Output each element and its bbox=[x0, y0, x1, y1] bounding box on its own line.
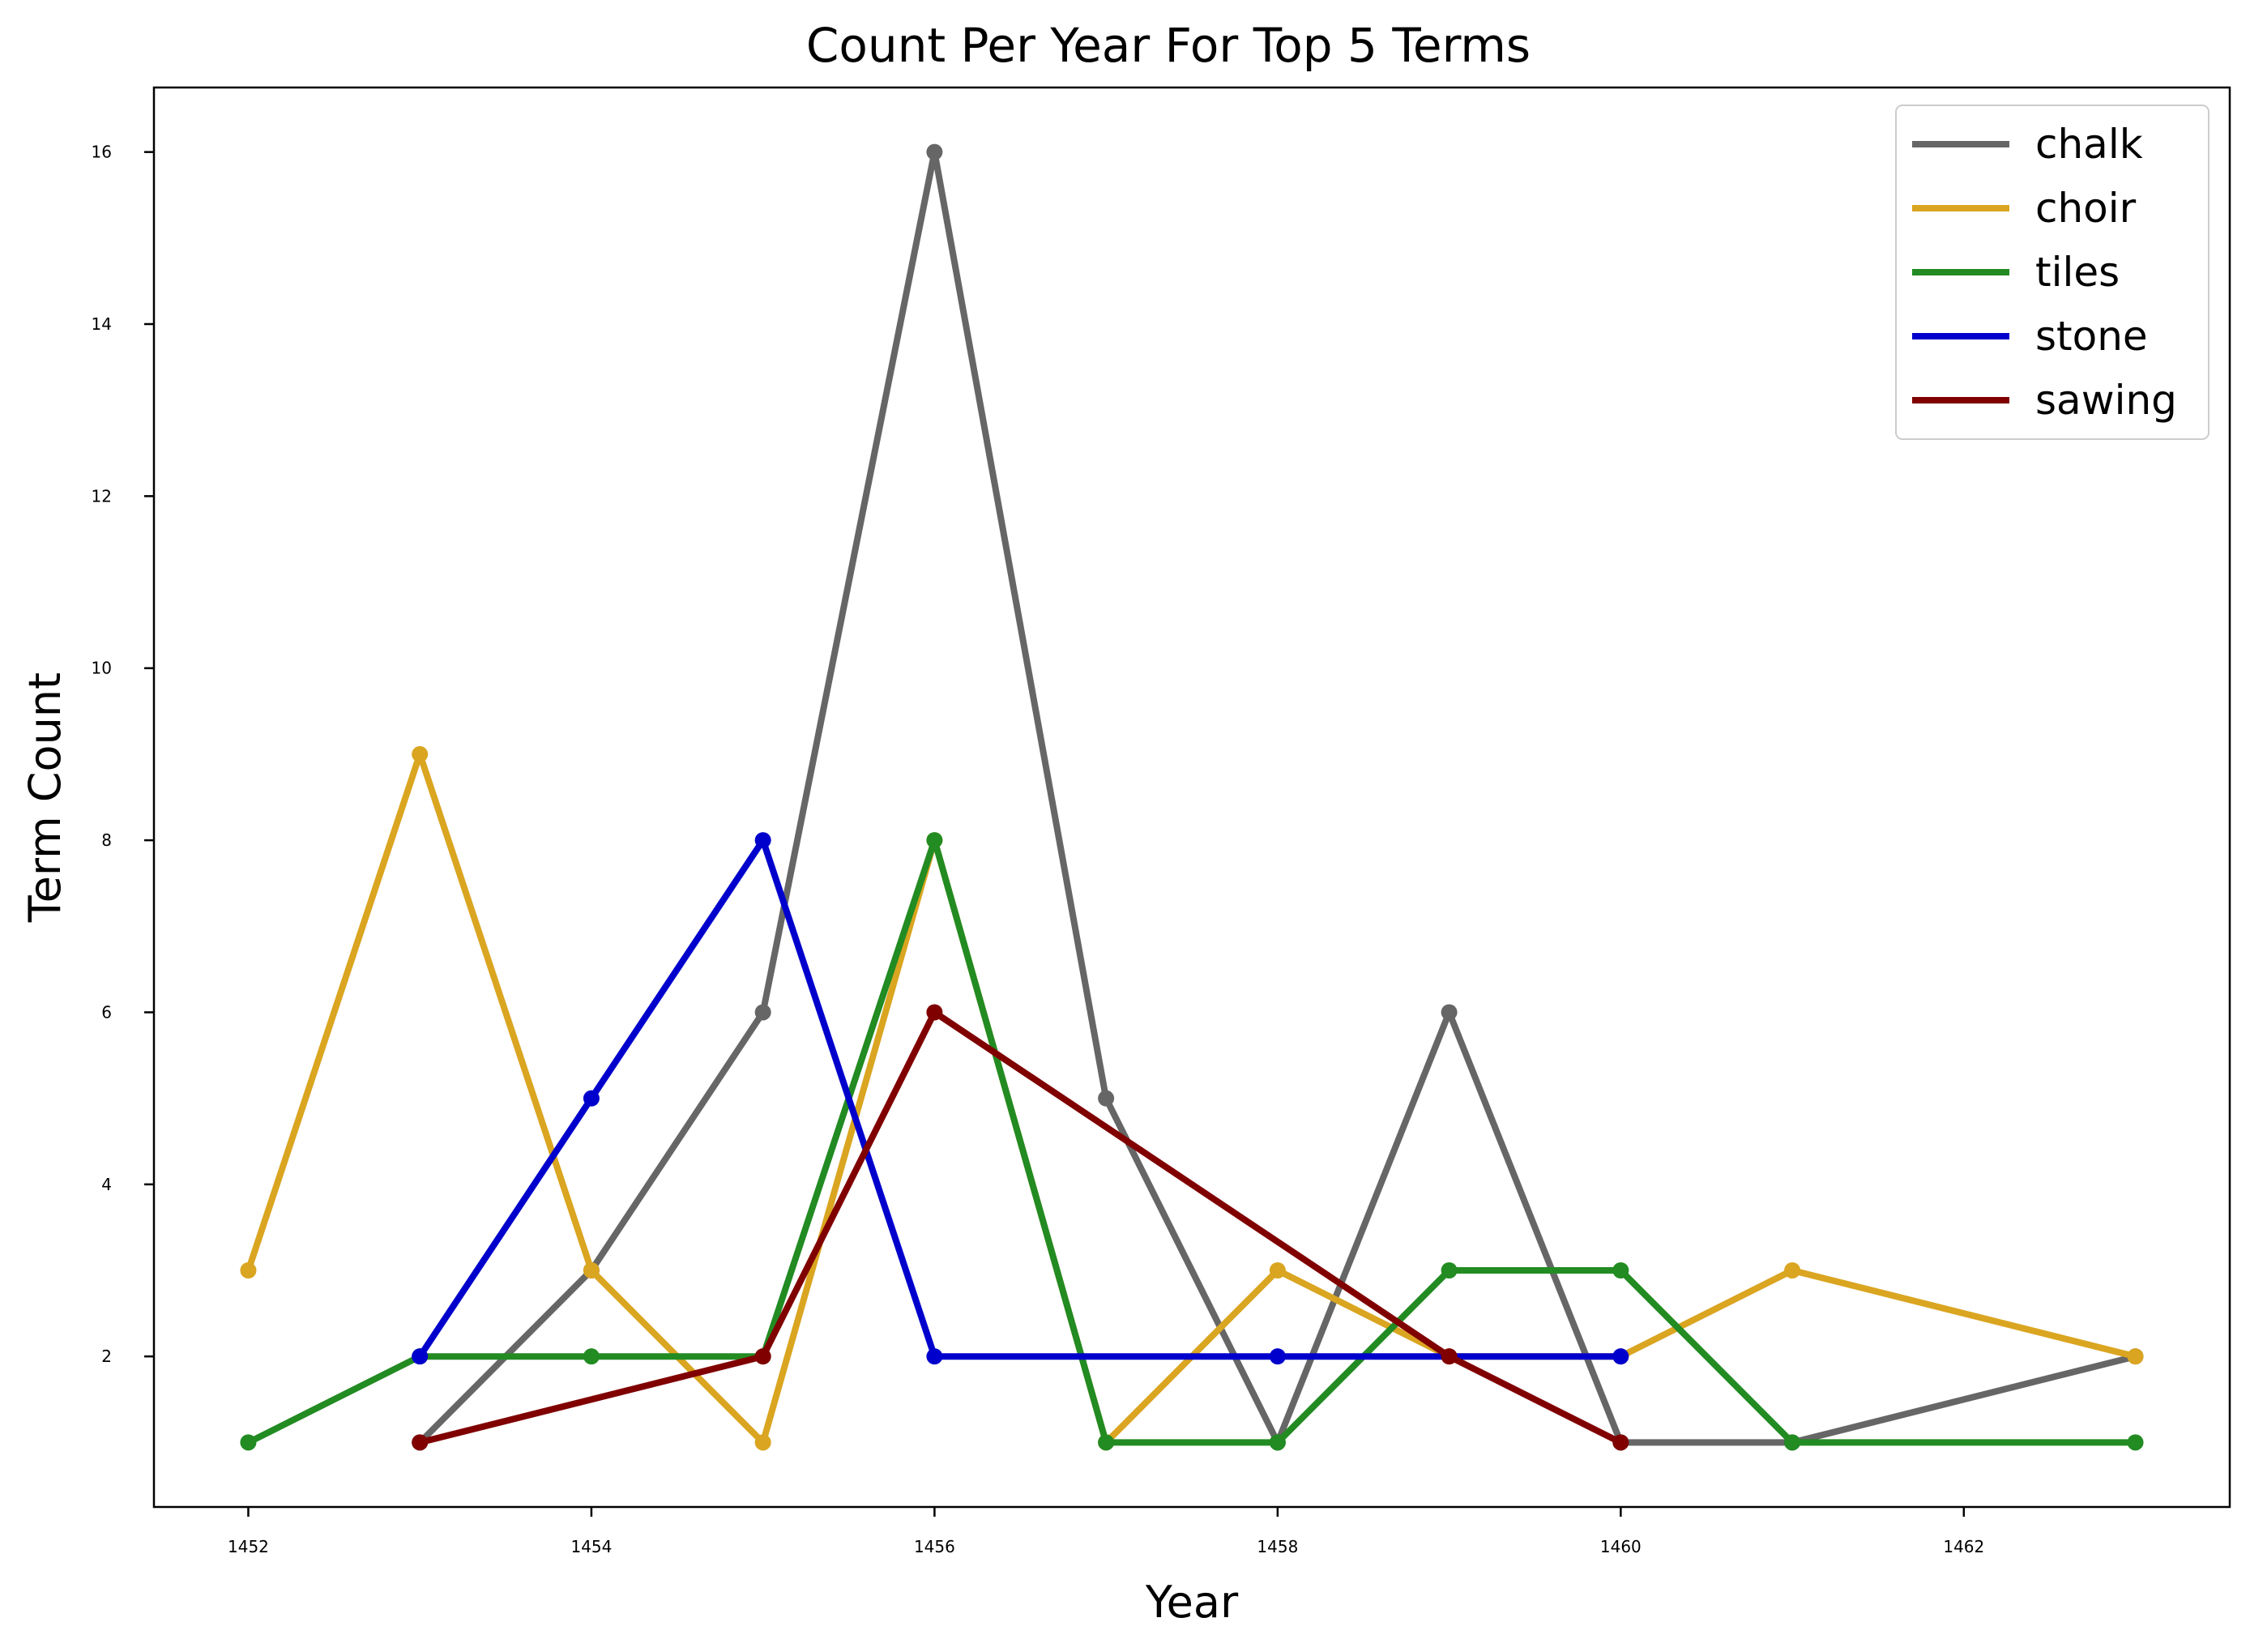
series-line-chalk bbox=[417, 148, 2137, 1446]
data-point-tiles bbox=[1269, 1434, 1286, 1451]
y-tick-label: 6 bbox=[101, 1002, 112, 1022]
data-point-tiles bbox=[1441, 1262, 1458, 1278]
y-tick-label: 10 bbox=[92, 659, 112, 678]
data-point-sawing bbox=[754, 1348, 771, 1365]
data-point-stone bbox=[1269, 1348, 1286, 1365]
data-point-choir bbox=[754, 1434, 771, 1451]
data-point-sawing bbox=[1612, 1434, 1629, 1451]
y-tick-label: 8 bbox=[101, 830, 112, 850]
x-tick-label: 1452 bbox=[228, 1537, 269, 1556]
y-tick-label: 16 bbox=[92, 143, 112, 162]
legend-label-tiles: tiles bbox=[2035, 249, 2120, 296]
x-axis-label: Year bbox=[1145, 1577, 1239, 1628]
data-point-choir bbox=[1269, 1262, 1286, 1278]
x-tick-label: 1458 bbox=[1257, 1537, 1298, 1556]
y-tick-label: 12 bbox=[92, 486, 112, 506]
data-point-stone bbox=[412, 1348, 429, 1365]
legend-box bbox=[1895, 105, 2209, 440]
data-point-sawing bbox=[926, 1004, 943, 1021]
x-tick-label: 1460 bbox=[1600, 1537, 1642, 1556]
data-point-chalk bbox=[1441, 1004, 1458, 1021]
legend-label-stone: stone bbox=[2035, 313, 2148, 360]
legend: chalk choir tiles stone sawing bbox=[1895, 105, 2209, 440]
data-point-tiles bbox=[240, 1434, 257, 1451]
legend-label-choir: choir bbox=[2035, 185, 2137, 232]
chart-title: Count Per Year For Top 5 Terms bbox=[806, 18, 1531, 73]
x-tick-label: 1462 bbox=[1943, 1537, 1984, 1556]
y-tick-label: 2 bbox=[101, 1347, 112, 1366]
data-point-stone bbox=[754, 832, 771, 849]
x-axis-ticks: 1452 1454 1456 1458 1460 1462 bbox=[228, 1507, 1984, 1556]
data-point-stone bbox=[1612, 1348, 1629, 1365]
data-point-chalk bbox=[1098, 1090, 1115, 1107]
x-tick-label: 1456 bbox=[914, 1537, 955, 1556]
y-axis-label: Term Count bbox=[19, 672, 70, 923]
data-point-tiles bbox=[2127, 1434, 2144, 1451]
plot-frame bbox=[152, 86, 2231, 1509]
y-tick-label: 4 bbox=[101, 1175, 112, 1194]
data-point-tiles bbox=[926, 832, 943, 849]
x-tick-label: 1454 bbox=[570, 1537, 612, 1556]
data-point-tiles bbox=[1612, 1262, 1629, 1278]
data-point-choir bbox=[2127, 1348, 2144, 1365]
plot-series bbox=[240, 143, 2144, 1451]
data-point-chalk bbox=[926, 143, 943, 160]
series-line-stone bbox=[416, 837, 1621, 1360]
data-point-choir bbox=[583, 1262, 600, 1278]
legend-label-chalk: chalk bbox=[2035, 121, 2143, 168]
data-point-choir bbox=[240, 1262, 257, 1278]
data-point-sawing bbox=[1441, 1348, 1458, 1365]
data-point-choir bbox=[1784, 1262, 1801, 1278]
data-point-stone bbox=[583, 1090, 600, 1107]
y-axis-ticks: 2 4 6 8 10 12 14 16 bbox=[92, 143, 154, 1366]
data-point-stone bbox=[926, 1348, 943, 1365]
data-point-tiles bbox=[1098, 1434, 1115, 1451]
data-point-tiles bbox=[1784, 1434, 1801, 1451]
data-point-choir bbox=[412, 745, 429, 762]
y-tick-label: 14 bbox=[92, 314, 112, 334]
data-point-tiles bbox=[583, 1348, 600, 1365]
legend-label-sawing: sawing bbox=[2035, 377, 2177, 424]
data-point-sawing bbox=[412, 1434, 429, 1451]
data-point-chalk bbox=[754, 1004, 771, 1021]
